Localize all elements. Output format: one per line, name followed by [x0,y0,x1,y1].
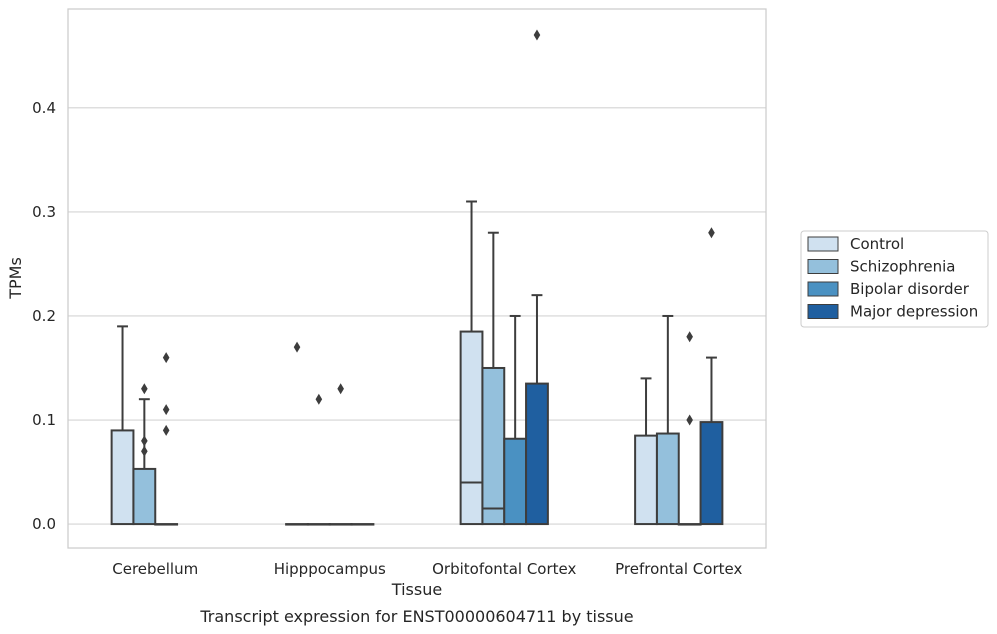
box-iqr [350,523,375,526]
box-bipolar-disorder [503,314,528,526]
outlier-point [141,445,148,457]
plot-frame [67,8,767,549]
legend-label: Schizophrenia [850,258,955,276]
chart-caption: Transcript expression for ENST0000060471… [199,607,633,626]
y-tick-label: 0.3 [32,203,56,221]
box-iqr [655,432,680,526]
y-tick-label: 0.2 [32,307,56,325]
box-series [110,29,724,526]
legend-label: Control [850,235,904,253]
box-control [110,325,135,526]
outlier-point [293,341,301,353]
box-major-depression [525,29,549,526]
outlier-point [141,383,148,395]
outlier-point [162,352,170,364]
x-tick-label: Hipppocampus [274,560,386,578]
box-iqr [459,330,484,526]
box-iqr [677,523,702,526]
box-iqr [699,421,724,526]
legend-label: Major depression [850,303,978,321]
y-tick-label: 0.0 [32,515,56,533]
box-iqr [285,523,309,526]
x-tick-label: Prefrontal Cortex [615,560,742,578]
outlier-point [533,29,541,41]
outlier-point [315,393,323,405]
legend-swatch [807,259,839,274]
legend-swatch [807,304,839,319]
box-iqr [132,467,157,526]
box-schizophrenia [132,383,157,526]
outlier-point [708,227,715,239]
box-major-depression [699,227,724,526]
box-major-depression [350,523,375,526]
legend-swatch [807,281,839,297]
box-schizophrenia [655,314,680,526]
box-iqr [481,366,506,526]
x-axis-label: Tissue [391,580,442,599]
outlier-point [686,414,693,426]
box-bipolar-disorder [154,352,179,526]
box-iqr [110,429,135,526]
box-iqr [306,523,331,526]
box-iqr [503,437,528,526]
legend: Control Schizophrenia Bipolar disorder Majo… [800,230,989,328]
legend-frame [800,230,989,328]
x-tick-label: Orbitofontal Cortex [432,560,576,578]
legend-swatch [807,236,839,252]
box-iqr [154,523,179,526]
outlier-point [162,404,170,416]
box-iqr [634,434,658,526]
x-tick-label: Cerebellum [112,560,198,578]
outlier-point [337,383,344,395]
legend-label: Bipolar disorder [850,280,970,298]
outlier-point [686,331,693,343]
y-tick-labels: 0.0 0.1 0.2 0.3 0.4 [32,99,56,533]
box-iqr [525,382,549,526]
outlier-point [141,435,148,447]
x-tick-labels: Cerebellum Hipppocampus Orbitofontal Corte… [112,560,742,578]
y-axis-label: TPMs [6,257,25,300]
y-tick-label: 0.1 [32,411,56,429]
y-tick-label: 0.4 [32,99,56,117]
outlier-point [162,424,170,436]
box-iqr [328,523,353,526]
box-control [459,200,484,526]
